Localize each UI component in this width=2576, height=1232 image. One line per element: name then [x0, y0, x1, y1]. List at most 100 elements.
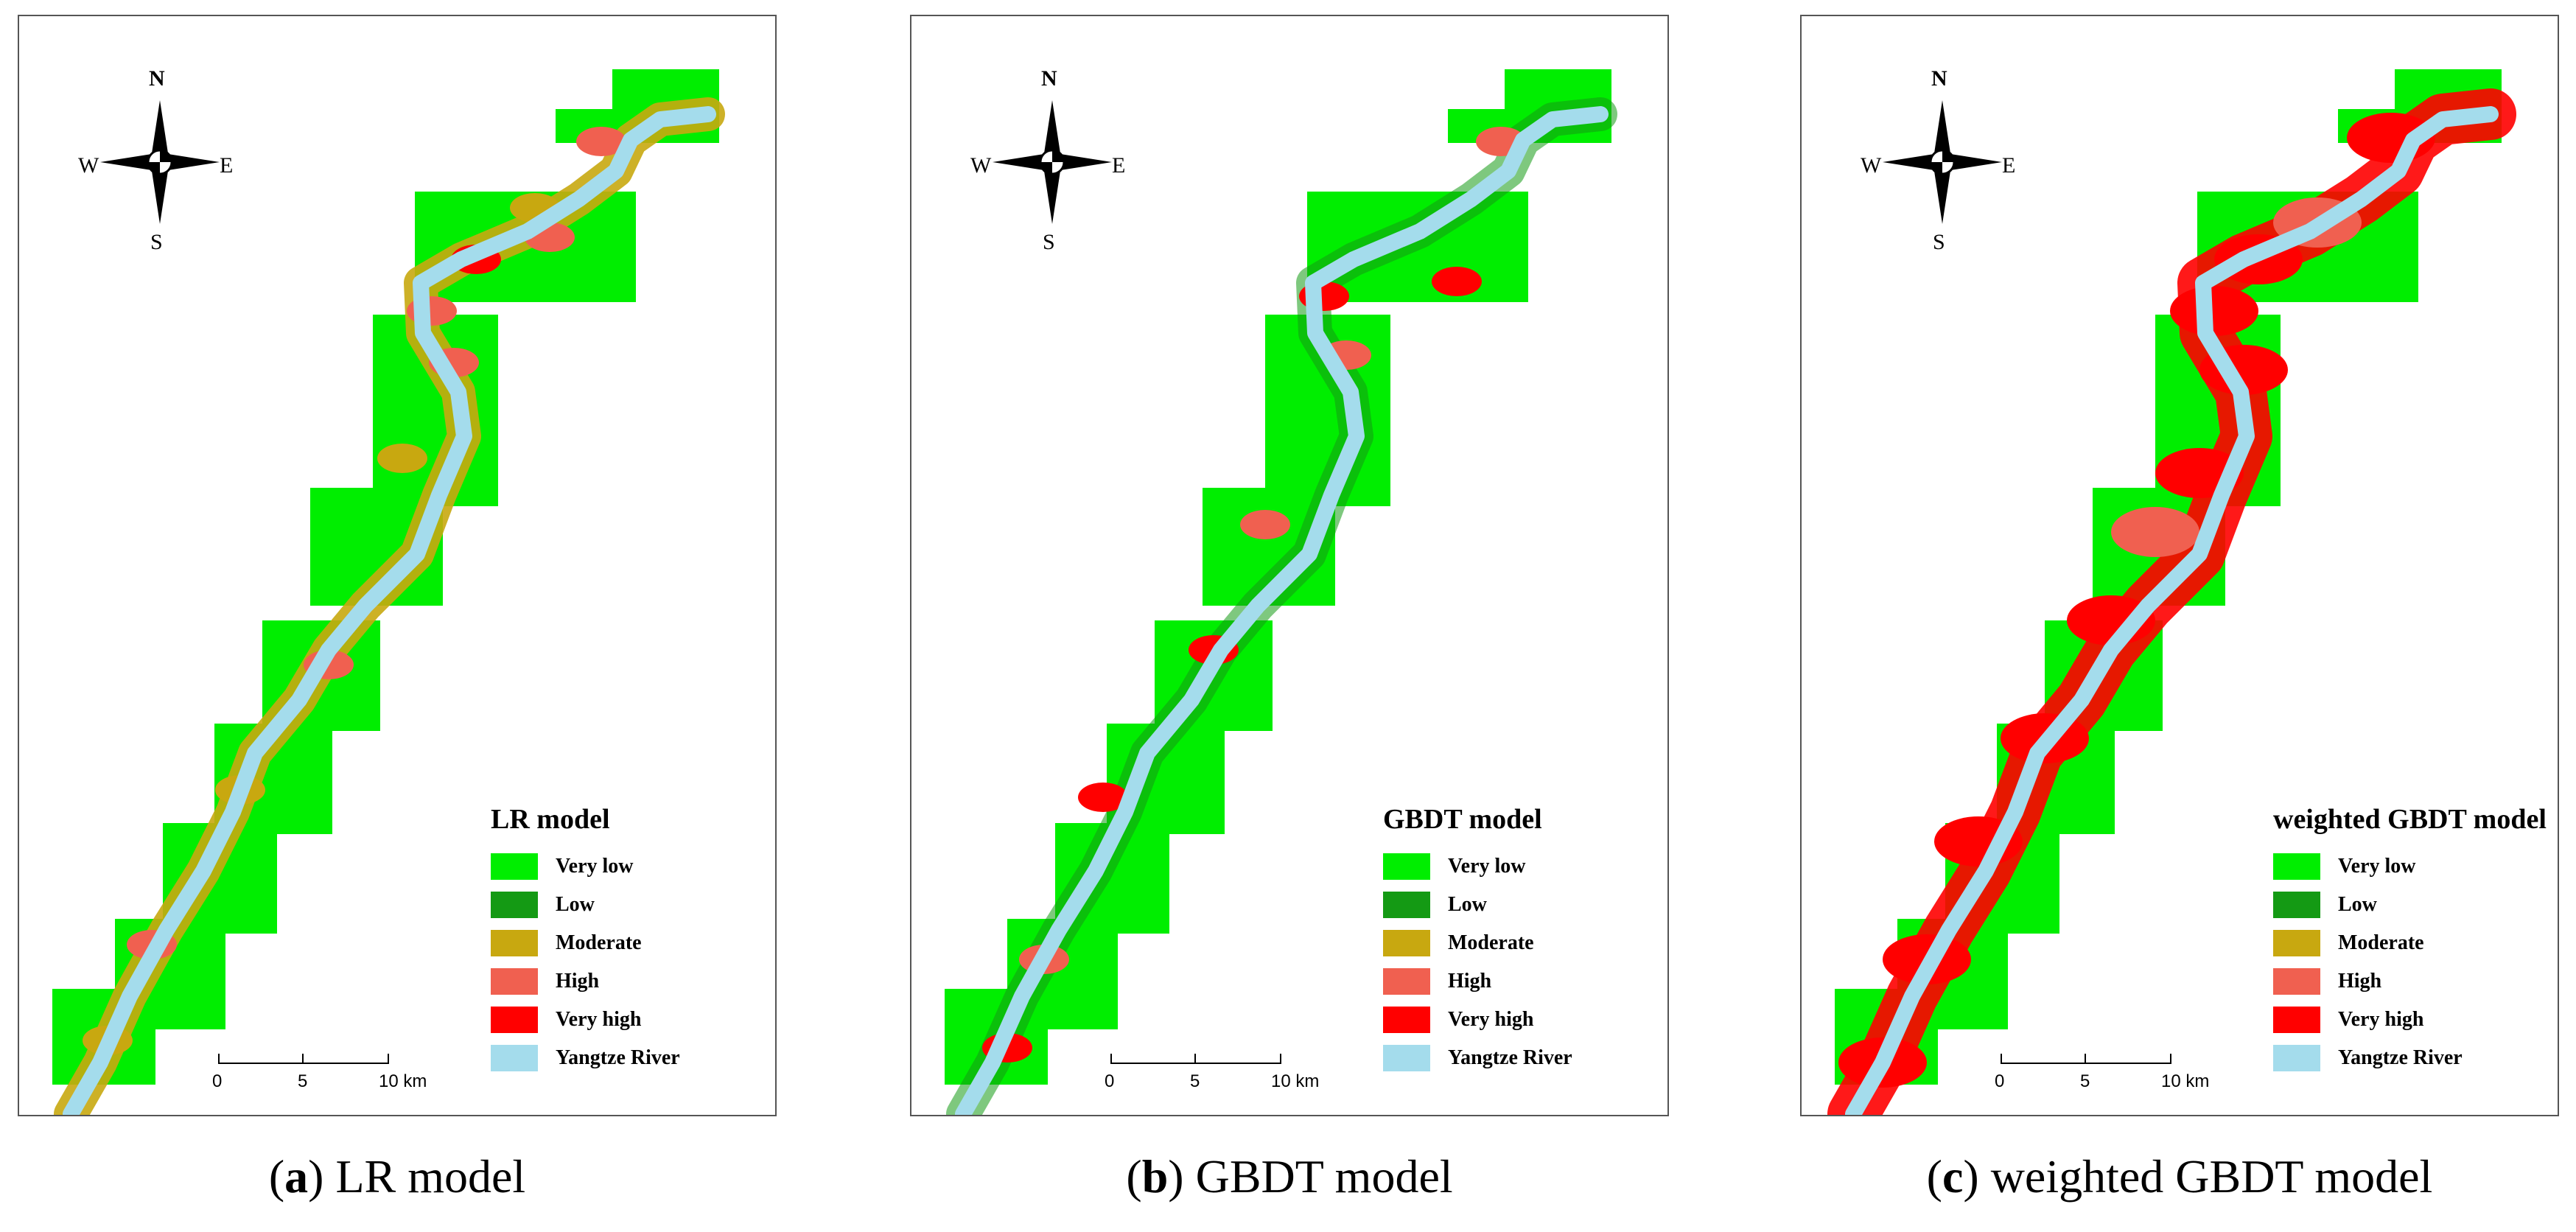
legend-item-moderate: Moderate — [1383, 924, 1663, 962]
susceptibility-map — [1827, 69, 2516, 1115]
legend-label: Moderate — [1448, 931, 1534, 954]
compass-east-label: E — [2002, 153, 2016, 178]
legend-swatch — [1383, 853, 1430, 880]
legend-swatch — [1383, 968, 1430, 995]
legend-item-river: Yangtze River — [491, 1039, 771, 1077]
compass-north-label: N — [1041, 66, 1057, 91]
legend-swatch — [1383, 1007, 1430, 1033]
legend-swatch — [491, 892, 538, 918]
compass-north-label: N — [149, 66, 165, 91]
legend-label: Low — [2338, 893, 2377, 916]
hazard-patch — [1240, 510, 1290, 539]
legend-item-river: Yangtze River — [2273, 1039, 2553, 1077]
legend-title: weighted GBDT model — [2273, 804, 2547, 835]
legend-label: Moderate — [2338, 931, 2424, 954]
legend-label: Yangtze River — [2338, 1046, 2463, 1069]
scale-label-0: 0 — [1995, 1071, 2005, 1091]
compass-rose-icon: N S W E — [78, 66, 240, 265]
map-panel-weighted-gbdt: N S W E weighted GBDT model Very low Low… — [1800, 15, 2559, 1116]
compass-north-label: N — [1931, 66, 1947, 91]
yangtze-river — [955, 106, 1609, 1115]
scale-label-5: 5 — [1190, 1071, 1200, 1091]
legend-swatch — [2273, 930, 2320, 956]
hazard-patch — [2170, 286, 2258, 336]
caption-a: (a) LR model — [268, 1150, 526, 1203]
caption-letter: a — [284, 1150, 309, 1203]
caption-b: (b) GBDT model — [1126, 1150, 1453, 1203]
legend-label: Yangtze River — [1448, 1046, 1572, 1069]
scale-label-5: 5 — [298, 1071, 308, 1091]
legend-swatch — [2273, 853, 2320, 880]
legend-item-river: Yangtze River — [1383, 1039, 1663, 1077]
legend-label: High — [2338, 970, 2382, 993]
legend-swatch — [491, 1007, 538, 1033]
legend-swatch — [491, 1045, 538, 1071]
legend-label: Moderate — [556, 931, 642, 954]
legend-label: High — [556, 970, 600, 993]
compass-west-label: W — [78, 153, 99, 178]
legend-item-very-low: Very low — [491, 847, 771, 886]
legend-swatch — [491, 930, 538, 956]
scale-label-10: 10 km — [1271, 1071, 1320, 1091]
compass-south-label: S — [150, 230, 163, 254]
compass-west-label: W — [1861, 153, 1882, 178]
legend-item-very-high: Very high — [491, 1001, 771, 1039]
caption-letter: b — [1141, 1150, 1169, 1203]
legend-item-low: Low — [491, 886, 771, 924]
map-legend: GBDT model Very low Low Moderate High Ve… — [1383, 803, 1663, 1077]
legend-item-very-low: Very low — [2273, 847, 2553, 886]
caption-text: weighted GBDT model — [1990, 1150, 2433, 1203]
legend-swatch — [1383, 892, 1430, 918]
hazard-patch — [2111, 507, 2199, 557]
map-legend: weighted GBDT model Very low Low Moderat… — [2273, 803, 2553, 1077]
legend-swatch — [1383, 1045, 1430, 1071]
legend-swatch — [1383, 930, 1430, 956]
legend-item-high: High — [1383, 962, 1663, 1001]
scale-label-10: 10 km — [2161, 1071, 2210, 1091]
legend-item-moderate: Moderate — [2273, 924, 2553, 962]
hazard-patch — [576, 127, 626, 156]
yangtze-river — [1845, 106, 2499, 1115]
susceptibility-map — [52, 69, 725, 1115]
legend-swatch — [2273, 1045, 2320, 1071]
legend-item-low: Low — [2273, 886, 2553, 924]
legend-swatch — [2273, 892, 2320, 918]
legend-label: Very low — [556, 855, 634, 878]
scale-label-5: 5 — [2080, 1071, 2090, 1091]
hazard-patch — [1078, 783, 1128, 812]
compass-east-label: E — [1112, 153, 1126, 178]
hazard-patch — [377, 444, 427, 473]
compass-rose-icon: N S W E — [1861, 66, 2023, 265]
caption-text: LR model — [335, 1150, 526, 1203]
compass-rose-icon: N S W E — [970, 66, 1133, 265]
legend-item-very-high: Very high — [2273, 1001, 2553, 1039]
legend-item-high: High — [2273, 962, 2553, 1001]
legend-swatch — [491, 968, 538, 995]
legend-label: Very high — [2338, 1008, 2424, 1031]
susceptibility-map — [945, 69, 1617, 1115]
scale-label-10: 10 km — [379, 1071, 427, 1091]
compass-west-label: W — [970, 153, 992, 178]
compass-south-label: S — [1043, 230, 1055, 254]
scale-label-0: 0 — [1105, 1071, 1115, 1091]
legend-item-very-low: Very low — [1383, 847, 1663, 886]
caption-c: (c) weighted GBDT model — [1926, 1150, 2433, 1203]
hazard-patch — [1432, 267, 1482, 296]
legend-swatch — [2273, 968, 2320, 995]
legend-title: GBDT model — [1383, 804, 1542, 835]
caption-text: GBDT model — [1195, 1150, 1453, 1203]
map-panel-gbdt: N S W E GBDT model Very low Low Moderate… — [910, 15, 1669, 1116]
legend-label: High — [1448, 970, 1492, 993]
legend-label: Very low — [1448, 855, 1526, 878]
caption-letter: c — [1942, 1150, 1964, 1203]
legend-label: Very low — [2338, 855, 2416, 878]
legend-swatch — [2273, 1007, 2320, 1033]
legend-swatch — [491, 853, 538, 880]
compass-south-label: S — [1933, 230, 1945, 254]
compass-east-label: E — [220, 153, 234, 178]
yangtze-river — [63, 106, 716, 1115]
legend-item-low: Low — [1383, 886, 1663, 924]
legend-label: Low — [1448, 893, 1487, 916]
legend-item-moderate: Moderate — [491, 924, 771, 962]
map-legend: LR model Very low Low Moderate High Very… — [491, 803, 771, 1077]
